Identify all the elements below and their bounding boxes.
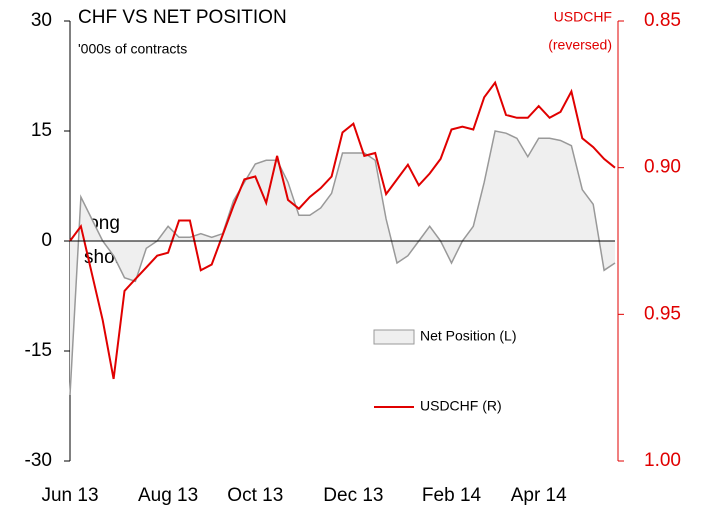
x-tick-label: Dec 13 bbox=[323, 485, 383, 506]
legend-swatch bbox=[373, 329, 415, 345]
x-tick-label: Jun 13 bbox=[41, 485, 98, 506]
y-tick-label: 30 bbox=[31, 10, 52, 31]
y2-tick-label: 1.00 bbox=[644, 450, 681, 471]
x-tick-label: Oct 13 bbox=[227, 485, 283, 506]
area bbox=[70, 131, 615, 395]
y-tick-label: -30 bbox=[25, 450, 52, 471]
x-tick-label: Aug 13 bbox=[138, 485, 198, 506]
y2-tick-label: 0.90 bbox=[644, 157, 681, 178]
y-tick-label: -15 bbox=[25, 340, 52, 361]
legend-label: Net Position (L) bbox=[420, 328, 516, 344]
y2-axis-label: (reversed) bbox=[548, 37, 612, 53]
y2-axis-label: USDCHF bbox=[554, 9, 612, 25]
chart-title: CHF VS NET POSITION bbox=[78, 7, 287, 28]
x-tick-label: Apr 14 bbox=[511, 485, 567, 506]
line bbox=[69, 130, 616, 396]
chart-subtitle: '000s of contracts bbox=[78, 41, 187, 57]
line bbox=[69, 80, 616, 380]
y-tick-label: 0 bbox=[41, 230, 52, 251]
x-tick-label: Feb 14 bbox=[422, 485, 482, 506]
y2-tick-label: 0.85 bbox=[644, 10, 681, 31]
legend-label: USDCHF (R) bbox=[420, 398, 502, 414]
y2-tick-label: 0.95 bbox=[644, 303, 681, 324]
y-tick-label: 15 bbox=[31, 120, 52, 141]
